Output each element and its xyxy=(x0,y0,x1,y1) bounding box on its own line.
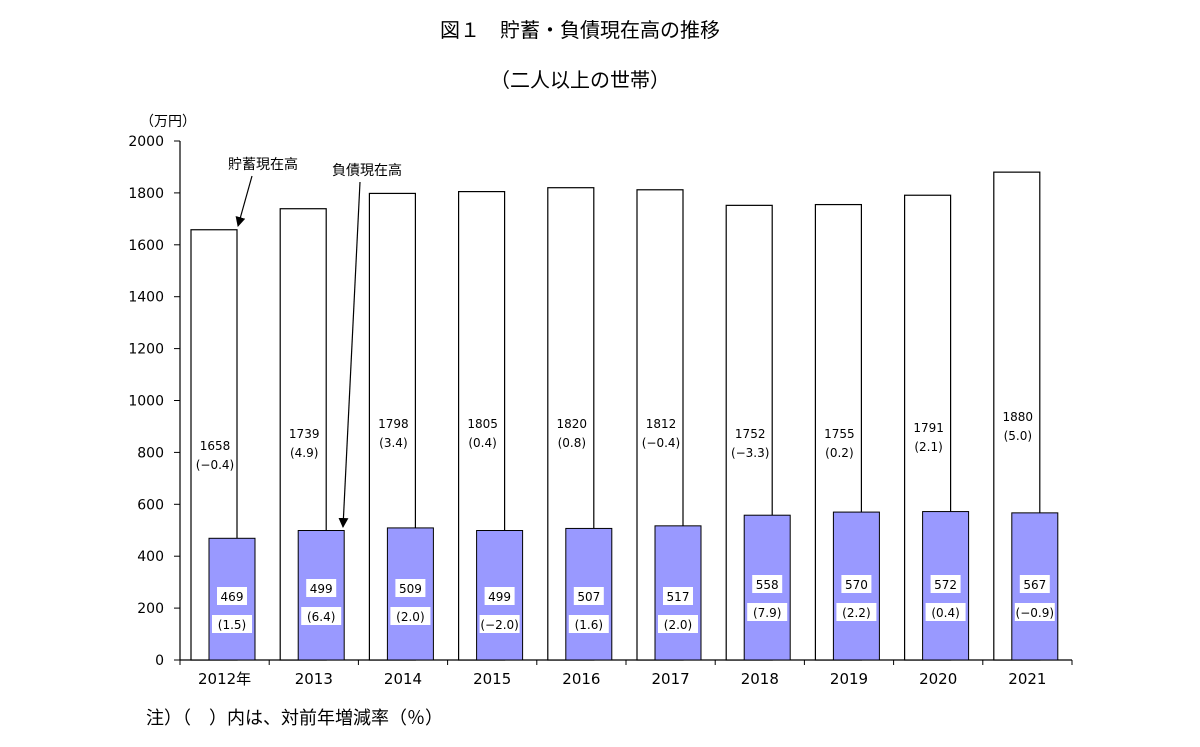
debt-change-box xyxy=(390,607,431,625)
y-tick-label: 200 xyxy=(137,601,164,617)
savings-value-label: 1752 xyxy=(735,427,766,441)
savings-value-label: 1658 xyxy=(200,439,231,453)
debt-value-label: 499 xyxy=(488,590,511,604)
savings-change-label: (0.2) xyxy=(825,446,853,460)
debt-value-box xyxy=(217,587,247,605)
debt-change-box xyxy=(568,615,609,633)
savings-value-label: 1820 xyxy=(557,417,588,431)
x-tick-label: 2016 xyxy=(562,670,600,688)
debt-value-label: 567 xyxy=(1023,578,1046,592)
debt-change-box xyxy=(212,615,252,633)
savings-value-label: 1791 xyxy=(913,421,944,435)
debt-value-label: 570 xyxy=(845,578,868,592)
x-tick-label: 2017 xyxy=(652,670,690,688)
debt-change-box xyxy=(747,603,788,621)
y-tick-label: 1200 xyxy=(128,342,164,358)
savings-change-label: (5.0) xyxy=(1004,429,1032,443)
savings-value-label: 1755 xyxy=(824,427,855,441)
footnote: 注）（ ）内は、対前年増減率（％） xyxy=(146,708,443,729)
debt-change-label: (2.2) xyxy=(842,606,870,620)
savings-change-label: (2.1) xyxy=(914,440,942,454)
debt-value-box xyxy=(841,575,872,593)
y-tick-label: 1400 xyxy=(128,290,164,306)
debt-change-box xyxy=(925,603,966,621)
y-tick-label: 800 xyxy=(137,445,164,461)
debt-change-label: (−0.9) xyxy=(1016,606,1055,620)
debt-change-label: (6.4) xyxy=(307,610,335,624)
x-tick-label: 2020 xyxy=(919,670,957,688)
savings-change-label: (3.4) xyxy=(379,436,407,450)
debt-value-label: 517 xyxy=(667,590,690,604)
debt-bar xyxy=(743,514,791,661)
debt-change-label: (0.4) xyxy=(931,606,959,620)
debt-change-box xyxy=(1014,603,1055,621)
savings-change-label: (−3.3) xyxy=(731,446,770,460)
savings-change-label: (−0.4) xyxy=(642,436,681,450)
x-tick-label: 2012年 xyxy=(198,670,251,688)
annotation-debt: 負債現在高 xyxy=(332,162,402,179)
x-tick-label: 2021 xyxy=(1008,670,1046,688)
debt-value-box xyxy=(395,579,426,597)
debt-value-label: 469 xyxy=(221,590,244,604)
savings-value-label: 1880 xyxy=(1003,410,1034,424)
debt-change-label: (2.0) xyxy=(664,618,692,632)
debt-value-box xyxy=(930,575,961,593)
debt-value-box xyxy=(306,579,337,597)
debt-value-box xyxy=(573,587,604,605)
savings-change-label: (−0.4) xyxy=(196,458,235,472)
x-tick-label: 2014 xyxy=(384,670,422,688)
savings-value-label: 1812 xyxy=(646,417,677,431)
debt-change-box xyxy=(301,607,342,625)
debt-value-label: 558 xyxy=(756,578,779,592)
annotation-debt-arrow xyxy=(338,181,361,528)
debt-change-label: (1.6) xyxy=(575,618,603,632)
savings-value-label: 1739 xyxy=(289,427,320,441)
annotation-savings-arrow xyxy=(235,175,253,227)
savings-change-label: (0.8) xyxy=(558,436,586,450)
y-axis-label: （万円） xyxy=(140,114,196,130)
y-tick-label: 400 xyxy=(137,549,164,565)
y-tick-label: 1000 xyxy=(128,394,164,410)
savings-change-label: (0.4) xyxy=(468,436,496,450)
x-tick-label: 2015 xyxy=(473,670,511,688)
debt-change-label: (−2.0) xyxy=(480,618,519,632)
chart-title: 図１ 貯蓄・負債現在高の推移 xyxy=(440,18,720,42)
savings-value-label: 1798 xyxy=(378,417,409,431)
debt-change-box xyxy=(479,615,520,633)
y-tick-label: 2000 xyxy=(128,134,164,150)
annotation-savings: 貯蓄現在高 xyxy=(228,156,298,173)
debt-change-label: (7.9) xyxy=(753,606,781,620)
debt-value-box xyxy=(752,575,783,593)
debt-change-label: (2.0) xyxy=(396,610,424,624)
debt-value-box xyxy=(484,587,515,605)
debt-value-label: 507 xyxy=(577,590,600,604)
debt-value-label: 499 xyxy=(310,582,333,596)
debt-value-box xyxy=(663,587,693,605)
debt-change-box xyxy=(836,603,877,621)
y-tick-label: 0 xyxy=(155,653,164,669)
debt-change-label: (1.5) xyxy=(218,618,246,632)
savings-value-label: 1805 xyxy=(467,417,498,431)
chart-subtitle: （二人以上の世帯） xyxy=(490,68,670,92)
x-tick-label: 2013 xyxy=(295,670,333,688)
debt-value-label: 572 xyxy=(934,578,957,592)
debt-change-box xyxy=(658,615,698,633)
debt-value-box xyxy=(1019,575,1050,593)
x-tick-label: 2019 xyxy=(830,670,868,688)
y-tick-label: 1600 xyxy=(128,238,164,254)
y-tick-label: 1800 xyxy=(128,186,164,202)
x-tick-label: 2018 xyxy=(741,670,779,688)
debt-value-label: 509 xyxy=(399,582,422,596)
y-tick-label: 600 xyxy=(137,497,164,513)
savings-change-label: (4.9) xyxy=(290,446,318,460)
